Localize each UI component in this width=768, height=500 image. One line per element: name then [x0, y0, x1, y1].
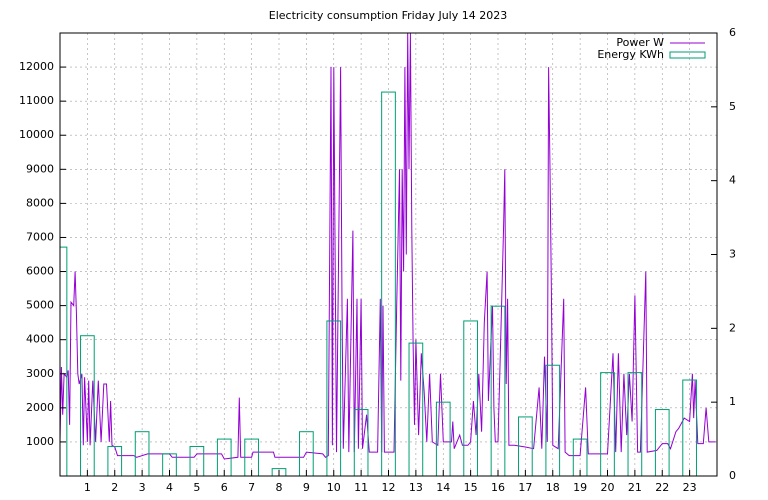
energy-box — [107, 445, 123, 476]
x-tick-label: 6 — [221, 481, 228, 494]
energy-box — [572, 438, 588, 476]
x-tick-label: 16 — [491, 481, 505, 494]
x-tick-label: 23 — [683, 481, 697, 494]
x-tick-label: 4 — [166, 481, 173, 494]
x-tick-label: 18 — [546, 481, 560, 494]
energy-box — [271, 468, 287, 476]
energy-box — [326, 320, 342, 476]
y-tick-label: 11000 — [19, 94, 54, 107]
x-tick-label: 2 — [111, 481, 118, 494]
energy-box — [299, 431, 314, 476]
energy-box — [627, 372, 643, 476]
energy-box — [80, 335, 95, 476]
x-tick-label: 19 — [573, 481, 587, 494]
energy-box — [244, 438, 259, 476]
energy-box — [463, 320, 478, 476]
y-tick-label: 3000 — [26, 367, 54, 380]
grid — [60, 33, 717, 476]
y2-tick-label: 6 — [729, 26, 736, 39]
x-tick-label: 3 — [139, 481, 146, 494]
y-tick-label: 1000 — [26, 435, 54, 448]
y2-tick-label: 5 — [729, 100, 736, 113]
x-tick-label: 11 — [354, 481, 368, 494]
x-tick-label: 14 — [436, 481, 450, 494]
x-tick-label: 20 — [601, 481, 615, 494]
y2-tick-label: 3 — [729, 248, 736, 261]
energy-box — [545, 364, 561, 476]
legend-label: Power W — [616, 36, 664, 49]
y2-tick-label: 4 — [729, 174, 736, 187]
x-tick-label: 13 — [409, 481, 423, 494]
x-tick-label: 8 — [276, 481, 283, 494]
chart-title: Electricity consumption Friday July 14 2… — [269, 9, 507, 22]
x-tick-label: 21 — [628, 481, 642, 494]
energy-box — [408, 342, 424, 476]
y-tick-label: 6000 — [26, 265, 54, 278]
x-tick-label: 17 — [518, 481, 532, 494]
x-tick-label: 9 — [303, 481, 310, 494]
y-tick-label: 10000 — [19, 128, 54, 141]
x-tick-label: 12 — [382, 481, 396, 494]
y-tick-label: 7000 — [26, 230, 54, 243]
energy-box — [134, 431, 150, 476]
x-tick-label: 5 — [193, 481, 200, 494]
x-tick-label: 22 — [655, 481, 669, 494]
legend-swatch — [669, 51, 706, 59]
energy-box — [60, 246, 68, 476]
energy-box — [216, 438, 232, 476]
y2-tick-label: 0 — [729, 469, 736, 482]
y2-tick-label: 1 — [729, 395, 736, 408]
y-tick-label: 2000 — [26, 401, 54, 414]
y-tick-label: 9000 — [26, 162, 54, 175]
x-tick-label: 15 — [464, 481, 478, 494]
plot-area — [60, 33, 716, 476]
legend-label: Energy KWh — [597, 48, 664, 61]
y-tick-label: 5000 — [26, 299, 54, 312]
y-tick-label: 12000 — [19, 60, 54, 73]
y-tick-label: 8000 — [26, 196, 54, 209]
energy-box — [600, 372, 615, 476]
energy-box — [189, 445, 205, 476]
y2-tick-label: 2 — [729, 321, 736, 334]
energy-box — [162, 453, 177, 476]
power-line — [60, 33, 716, 460]
x-tick-label: 10 — [327, 481, 341, 494]
y-tick-label: 4000 — [26, 333, 54, 346]
x-tick-label: 7 — [248, 481, 255, 494]
x-tick-label: 1 — [84, 481, 91, 494]
